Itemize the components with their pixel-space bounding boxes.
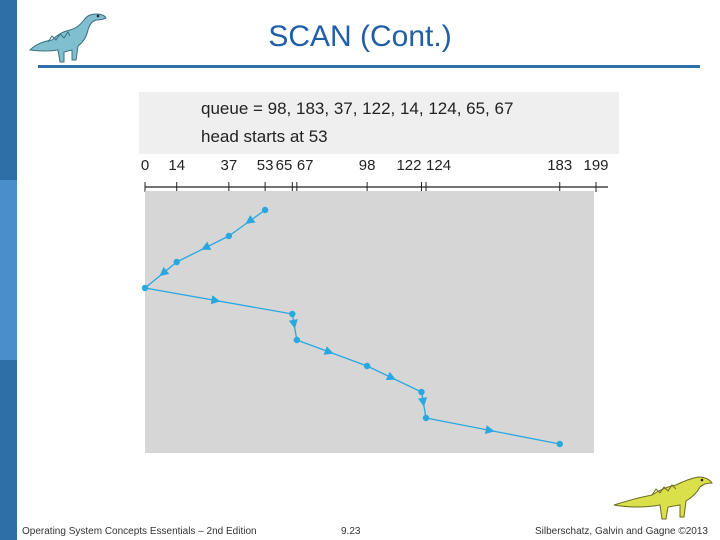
path-arrow [484,425,495,435]
dinosaur-icon [613,476,713,520]
path-arrow [210,295,221,305]
movement-panel [145,191,594,453]
axis-tick-label: 199 [583,157,608,174]
axis-tick-label: 183 [547,157,572,174]
path-arrow [323,346,334,355]
title-divider [38,65,700,68]
request-point [363,362,371,370]
path-arrow [245,215,256,225]
scan-diagram: queue = 98, 183, 37, 122, 14, 124, 65, 6… [139,92,619,453]
request-point [225,232,233,240]
dinosaur-icon [28,13,107,63]
queue-text: queue = 98, 183, 37, 122, 14, 124, 65, 6… [201,99,513,118]
axis-tick-label: 14 [168,157,185,174]
request-point [556,440,563,448]
footer-copyright: Silberschatz, Galvin and Gagne ©2013 [534,526,708,537]
axis-tick-label: 37 [221,157,238,174]
axis-tick-label: 0 [141,157,149,174]
request-point [261,206,269,214]
path-arrow [159,266,170,277]
axis-tick-label: 122 [396,157,421,174]
footer-course: Operating System Concepts Essentials – 2… [22,526,257,537]
sidebar-segment [0,180,17,360]
request-point [173,258,180,266]
request-point [418,388,425,396]
request-point [141,284,149,292]
path-arrow [385,371,396,380]
axis-tick-label: 98 [359,157,376,174]
slide-title: SCAN (Cont.) [268,20,452,53]
axis-tick-label: 65 [276,157,293,174]
head-movement-path [141,206,563,448]
axis-tick-label: 67 [297,157,314,174]
path-arrow [201,241,212,250]
request-point [293,336,301,344]
axis-ticks [144,182,597,192]
head-start-text: head starts at 53 [201,127,328,146]
axis-tick-label: 124 [426,157,451,174]
request-point [289,310,296,318]
footer-page-number: 9.23 [341,526,361,537]
sidebar [0,0,17,540]
request-point [422,414,430,422]
axis-tick-labels: 0 14 37 53 65 67 98 122 124 183 199 [141,157,609,174]
caption-background [139,92,619,154]
axis-tick-label: 53 [257,157,274,174]
